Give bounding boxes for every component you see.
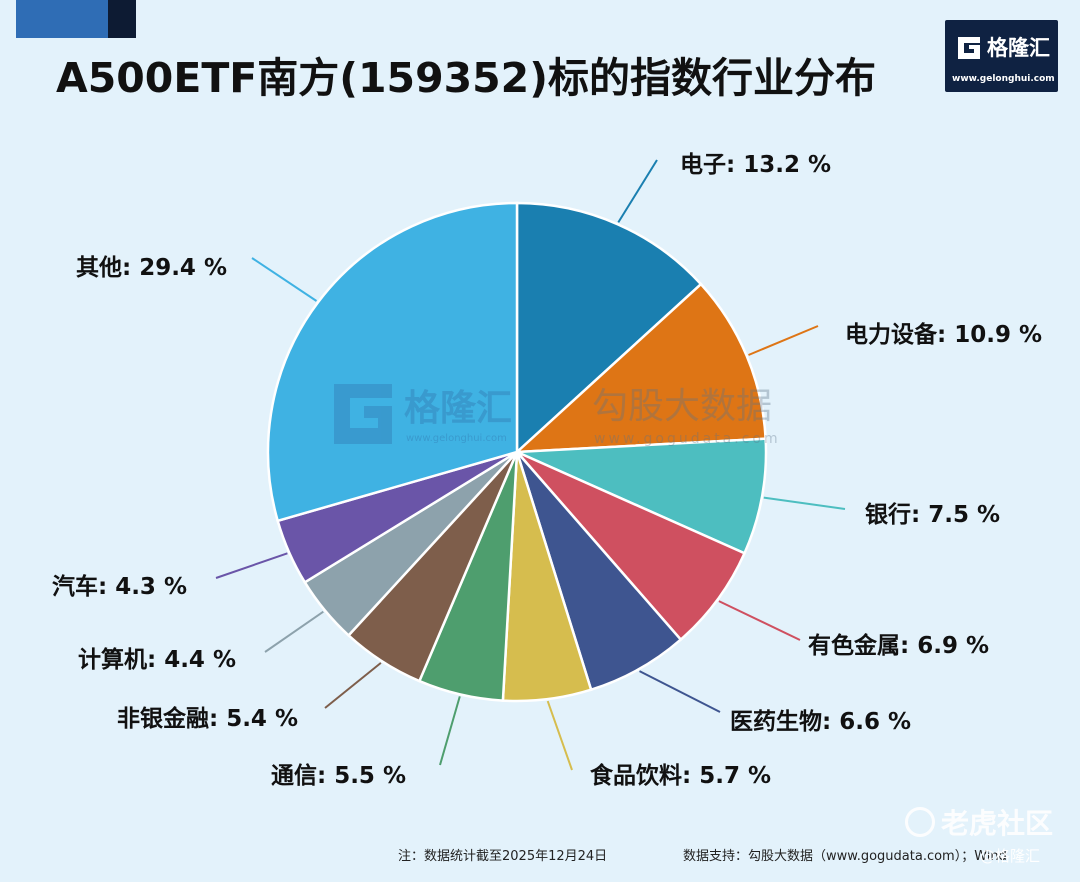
top-accent-bar-dark <box>108 0 136 38</box>
leader-line <box>546 700 573 771</box>
watermark-brand-a: 格隆汇 <box>404 388 512 429</box>
leader-line <box>617 159 658 223</box>
pie-leader-lines <box>215 159 846 771</box>
footer-note: 注：数据统计截至2025年12月24日 <box>398 849 608 864</box>
slice-label: 汽车: 4.3 % <box>52 573 187 600</box>
leader-line <box>324 662 382 709</box>
watermark: 格隆汇 www.gelonghui.com 勾股大数据 www.gogudata… <box>334 384 781 447</box>
pie-slice <box>266 201 519 523</box>
pie-labels: 电子: 13.2 % 电力设备: 10.9 % 银行: 7.5 % 有色金属: 6.9… <box>52 152 1042 789</box>
pie-slice <box>513 282 767 454</box>
leader-line <box>763 496 846 510</box>
slice-label: 非银金融: 5.4 % <box>117 705 298 732</box>
leader-line <box>718 600 801 641</box>
slice-label: 医药生物: 6.6 % <box>730 708 911 735</box>
logo-g-icon <box>958 37 980 59</box>
pie-slice <box>515 201 703 455</box>
logo-name: 格隆汇 <box>987 36 1050 60</box>
slice-label: 有色金属: 6.9 % <box>808 632 989 659</box>
slice-label: 食品饮料: 5.7 % <box>590 762 771 789</box>
leader-line <box>639 670 721 713</box>
watermark-brand-b-url: www.gogudata.com <box>594 431 781 447</box>
watermark-brand-a-url: www.gelonghui.com <box>406 433 507 444</box>
pie-slice <box>516 450 747 642</box>
logo-url: www.gelonghui.com <box>952 74 1055 84</box>
tiger-community-badge: 老虎社区 <box>905 802 1053 842</box>
slice-label: 其他: 29.4 % <box>76 255 227 281</box>
pie-slices <box>266 201 768 703</box>
watermark-logo-icon <box>334 384 392 444</box>
pie-slice <box>516 437 768 555</box>
tiger-badge-text: 老虎社区 <box>941 807 1054 840</box>
slice-label: 计算机: 4.4 % <box>78 646 236 673</box>
leader-line <box>264 610 324 653</box>
footer-source: 数据支持：勾股大数据（www.gogudata.com）；Wind <box>683 849 1007 864</box>
tiger-icon <box>905 807 935 837</box>
gelonghui-stamp: @格隆汇 <box>980 847 1041 865</box>
watermark-brand-b: 勾股大数据 <box>592 386 772 427</box>
chart-title: A500ETF南方(159352)标的指数行业分布 <box>56 54 876 102</box>
leader-line <box>251 257 318 302</box>
brand-logo: 格隆汇 www.gelonghui.com <box>945 20 1058 92</box>
slice-label: 电子: 13.2 % <box>680 152 831 178</box>
slice-label: 通信: 5.5 % <box>271 762 406 789</box>
slice-label: 电力设备: 10.9 % <box>845 321 1042 348</box>
leader-line <box>748 325 819 356</box>
top-accent-bar <box>16 0 108 38</box>
leader-line <box>215 552 288 579</box>
leader-line <box>439 696 461 766</box>
slice-label: 银行: 7.5 % <box>865 501 1000 528</box>
